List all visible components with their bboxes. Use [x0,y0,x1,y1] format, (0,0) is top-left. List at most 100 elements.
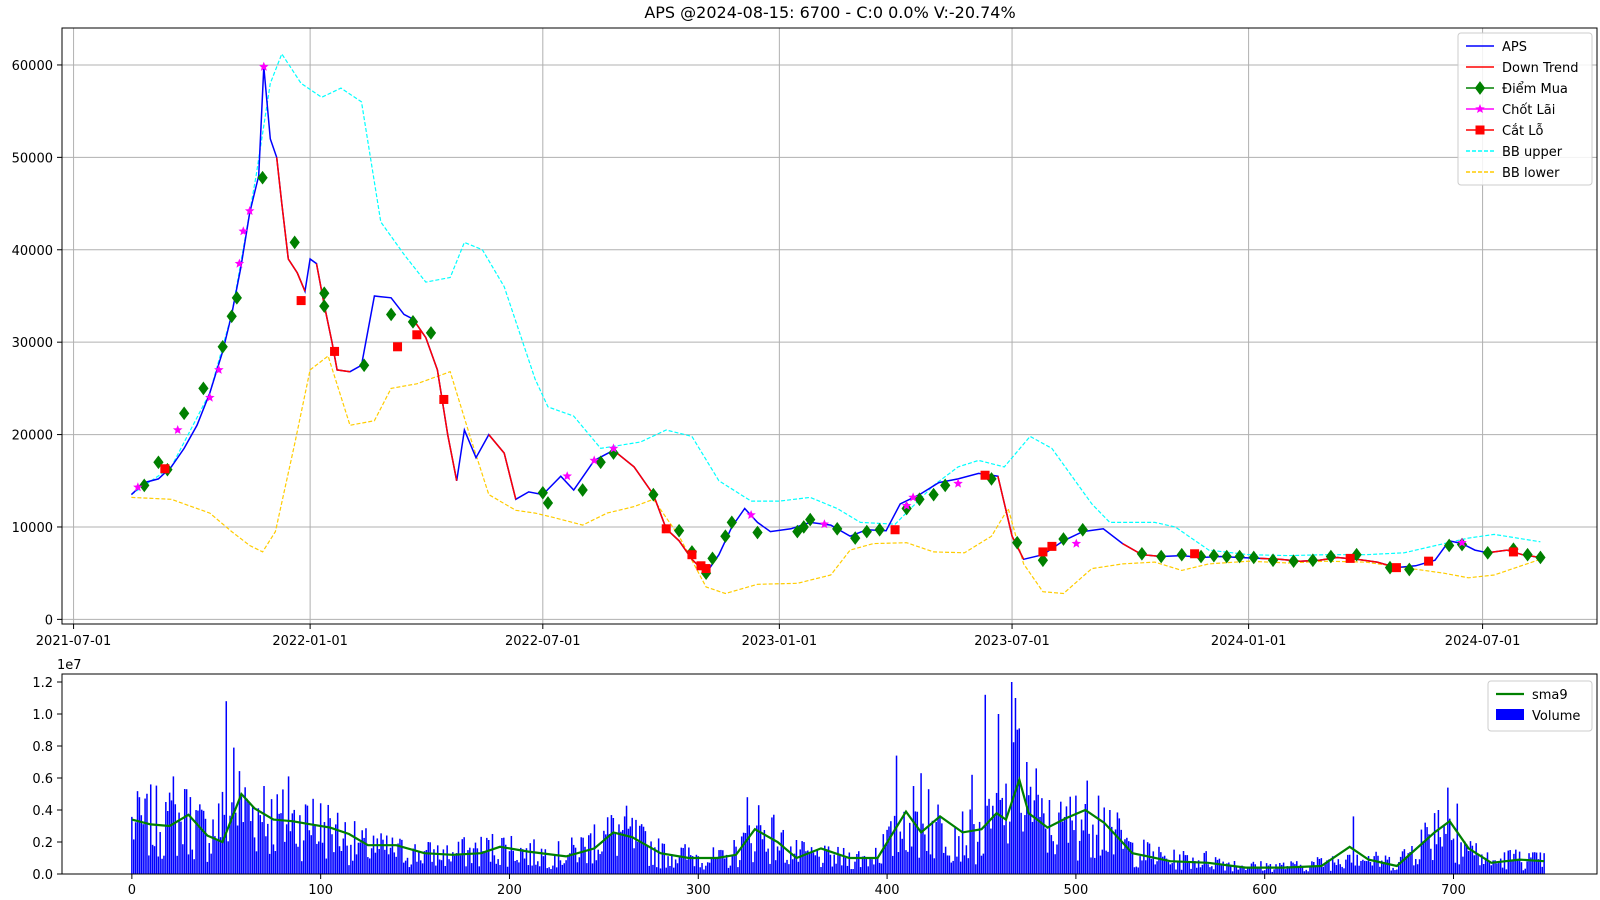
volume-bar [402,862,405,874]
volume-bar [1237,869,1240,874]
volume-bar [1311,861,1313,874]
take-profit-marker [172,425,183,434]
volume-bar [667,856,669,874]
volume-bar [280,813,282,874]
volume-bar [510,835,513,874]
volume-bar [997,714,1000,874]
volume-bar [646,845,649,874]
volume-bar [195,810,197,874]
volume-bar [1194,861,1196,874]
volume-bar [223,814,226,874]
volume-bar [1528,853,1530,874]
price-x-axis: 2021-07-01 2022-01-01 2022-07-01 2023-01-01… [36,624,1520,649]
volume-bar [684,844,686,874]
stop-loss-marker [1508,547,1518,557]
volume-bar [1364,860,1366,874]
volume-bar [1303,871,1306,874]
volume-bar [1035,768,1037,874]
volume-bar [1058,812,1060,874]
volume-bar [637,841,639,874]
volume-bar [716,857,718,874]
volume-bar [614,833,616,874]
volume-bar [452,852,454,874]
volume-bar [1069,796,1071,874]
volume-bar [1097,795,1100,874]
volume-bar [705,865,707,874]
volume-bar [302,840,305,874]
volume-bar [1273,869,1275,874]
volume-bar [187,854,190,874]
volume-bar [1458,864,1460,874]
volume-bar [259,815,261,874]
volume-bar [807,850,809,874]
buy-marker [407,315,419,329]
stop-loss-marker [980,470,990,480]
volume-bar [671,854,673,874]
volume-bar [1082,830,1085,874]
volume-bar [627,828,630,874]
volume-bar [695,854,698,874]
volume-bar [937,804,939,874]
volume-bar [661,843,664,874]
legend-marker-chot-lai [1475,104,1485,113]
volume-bar [782,829,784,874]
volume-bar [270,799,273,874]
chart-title: APS @2024-08-15: 6700 - C:0 0.0% V:-20.7… [644,3,1015,22]
volume-bar [436,845,439,874]
volume-bar [708,862,711,874]
volume-bar [1229,865,1232,874]
volume-bar [1226,863,1228,874]
stop-loss-marker [1345,553,1355,563]
volume-bar [1369,861,1372,874]
take-profit-marker [234,258,245,268]
volume-bar [1192,857,1194,874]
volume-bar [538,866,541,874]
volume-bar [812,852,815,874]
volume-bar [1322,866,1324,874]
volume-bar [327,804,329,874]
volume-bar [312,798,314,874]
take-profit-marker [562,471,572,481]
volume-bar [457,841,460,874]
buy-marker [226,309,237,324]
volume-bar [978,821,981,874]
legend-label-cat-lo: Cắt Lỗ [1502,124,1544,139]
volume-bar [155,785,158,874]
volume-bar [467,850,469,874]
volume-bar [578,857,581,874]
buy-marker [1221,549,1232,564]
legend-label-volume: Volume [1532,709,1580,724]
volume-bar [484,852,486,874]
volume-bar [1524,868,1527,874]
volume-bar [895,755,898,874]
volume-bar [1018,728,1021,874]
buy-marker [358,358,370,373]
buy-marker [542,496,554,510]
volume-bar [767,848,769,874]
volume-bar [1286,866,1289,874]
volume-bar [268,853,271,874]
volume-bar [1188,861,1190,874]
volume-bar [837,846,839,874]
volume-bar [248,802,250,874]
buy-marker [648,487,659,502]
volume-bar [790,846,792,874]
volume-bar [814,855,817,874]
volume-bar [873,864,875,874]
volume-bar [718,850,720,874]
volume-bar [493,855,496,874]
volume-bar [331,834,333,874]
volume-bar [1426,827,1428,874]
volume-bar [791,859,794,874]
buy-marker [707,551,718,566]
volume-bar [999,799,1002,874]
volume-bar [946,855,949,874]
volume-bar [1178,854,1181,874]
volume-bar [1095,834,1098,874]
volume-bar [1399,856,1402,874]
volume-bar [1422,841,1425,874]
stop-loss-marker [696,561,706,571]
y-tick-label: 30000 [12,336,53,351]
volume-bar [1254,864,1257,874]
